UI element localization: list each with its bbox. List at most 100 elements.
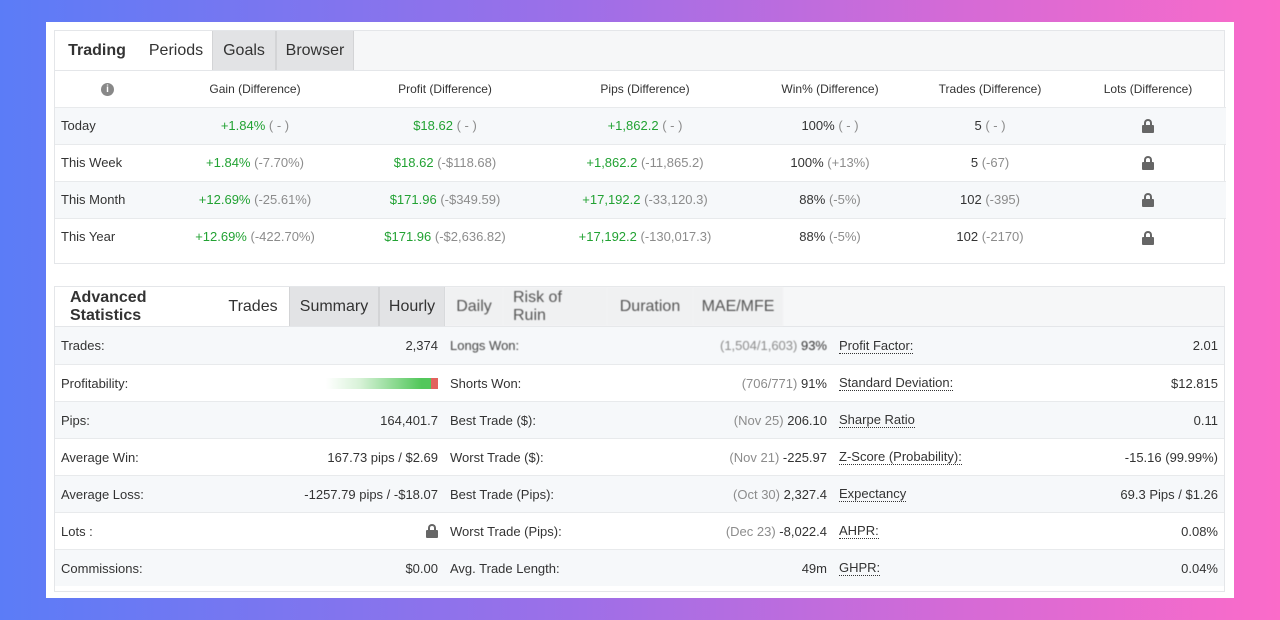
stat-avg-trade-length: Avg. Trade Length: 49m — [444, 549, 833, 586]
pips-diff: (-11,865.2) — [640, 155, 704, 170]
trades-diff: (-67) — [981, 155, 1010, 170]
table-row: This Month +12.69% (-25.61%) $171.96 (-$… — [55, 180, 1226, 218]
tab-mae-mfe[interactable]: MAE/MFE — [693, 287, 783, 326]
periods-table: i Gain (Difference) Profit (Difference) … — [55, 71, 1226, 255]
tab-risk-of-ruin[interactable]: Risk of Ruin — [503, 287, 607, 326]
stat-label-link[interactable]: Z-Score (Probability): — [839, 449, 962, 465]
win-value: 100% — [790, 155, 824, 170]
profit-diff: (-$118.68) — [437, 155, 497, 170]
profit-diff: (-$2,636.82) — [434, 229, 506, 245]
stat-number: 206.10 — [787, 412, 827, 428]
row-label: This Month — [55, 180, 160, 218]
info-header: i — [55, 71, 160, 107]
stat-commissions: Commissions: $0.00 — [55, 549, 444, 586]
stat-label: Best Trade (Pips): — [450, 486, 555, 502]
stat-label-link[interactable]: Profit Factor: — [839, 337, 914, 354]
trades-value: 5 — [970, 155, 979, 170]
stat-average-win: Average Win: 167.73 pips / $2.69 — [55, 438, 444, 475]
gain-value: +12.69% — [198, 192, 251, 207]
trades-cell: 102 (-2170) — [910, 217, 1070, 255]
stat-label: Worst Trade (Pips): — [450, 523, 562, 539]
stat-label: Trades: — [61, 338, 105, 353]
profitability-bar[interactable] — [326, 377, 438, 389]
tab-trades[interactable]: Trades — [217, 287, 289, 326]
stat-value: (Nov 21) -225.97 — [729, 450, 827, 465]
lock-icon[interactable] — [1142, 230, 1154, 245]
stat-expectancy: Expectancy 69.3 Pips / $1.26 — [833, 475, 1224, 512]
profit-cell: $18.62 ( - ) — [350, 106, 540, 144]
stat-value: 49m — [801, 560, 827, 576]
stat-value: 0.08% — [1181, 523, 1218, 539]
tab-browser[interactable]: Browser — [276, 31, 354, 70]
stat-label-link[interactable]: AHPR: — [839, 523, 879, 539]
trades-diff: ( - ) — [985, 118, 1006, 133]
stat-sharpe-ratio: Sharpe Ratio 0.11 — [833, 401, 1224, 438]
stat-lots: Lots : — [55, 512, 444, 549]
stat-number: 2,327.4 — [783, 486, 827, 502]
stat-paren: (Oct 30) — [733, 486, 780, 502]
gain-cell: +1.84% ( - ) — [160, 106, 350, 144]
tab-trading[interactable]: Trading — [55, 31, 140, 70]
stat-value: 0.04% — [1181, 560, 1218, 576]
stat-longs-won: Longs Won: (1,504/1,603) 93% — [444, 327, 833, 364]
stat-label-link[interactable]: Standard Deviation: — [839, 375, 954, 391]
stat-label-link[interactable]: Sharpe Ratio — [839, 412, 915, 428]
table-row: This Year +12.69% (-422.70%) $171.96 (-$… — [55, 217, 1226, 255]
header-pips[interactable]: Pips (Difference) — [600, 81, 690, 96]
header-trades[interactable]: Trades (Difference) — [938, 81, 1042, 96]
trades-diff: (-395) — [985, 192, 1020, 207]
stat-best-trade-pips: Best Trade (Pips): (Oct 30) 2,327.4 — [444, 475, 833, 512]
stat-label-link[interactable]: GHPR: — [839, 560, 881, 576]
tab-duration[interactable]: Duration — [607, 287, 693, 326]
gain-cell: +12.69% (-422.70%) — [160, 217, 350, 255]
stat-pips: Pips: 164,401.7 — [55, 401, 444, 438]
table-row: Today +1.84% ( - ) $18.62 ( - ) +1,862.2… — [55, 106, 1226, 144]
table-row: This Week +1.84% (-7.70%) $18.62 (-$118.… — [55, 143, 1226, 181]
stat-ghpr: GHPR: 0.04% — [833, 549, 1224, 586]
win-value: 88% — [799, 229, 826, 245]
lots-cell — [1070, 106, 1226, 144]
profit-cell: $171.96 (-$349.59) — [350, 180, 540, 218]
stat-value: (706/771) 91% — [742, 376, 827, 391]
tab-goals[interactable]: Goals — [212, 31, 276, 70]
tab-summary[interactable]: Summary — [289, 287, 379, 326]
stat-label-link[interactable]: Expectancy — [839, 486, 907, 502]
lock-icon[interactable] — [1142, 119, 1154, 134]
stats-column-1: Trades: 2,374 Profitability: Pips: 164,401… — [55, 327, 444, 586]
header-win[interactable]: Win% (Difference) — [781, 81, 879, 96]
tab-periods[interactable]: Periods — [140, 31, 212, 70]
profitability-bar-loss — [431, 377, 438, 389]
stat-label: Longs Won: — [450, 338, 520, 353]
stat-z-score: Z-Score (Probability): -15.16 (99.99%) — [833, 438, 1224, 475]
stat-shorts-won: Shorts Won: (706/771) 91% — [444, 364, 833, 401]
header-gain[interactable]: Gain (Difference) — [209, 81, 301, 96]
win-diff: (-5%) — [828, 229, 861, 245]
stats-column-3: Profit Factor: 2.01 Standard Deviation: $1… — [833, 327, 1224, 586]
pips-value: +17,192.2 — [582, 192, 641, 207]
stat-paren: (1,504/1,603) — [720, 338, 798, 353]
pips-cell: +17,192.2 (-130,017.3) — [540, 217, 750, 255]
stat-number: -8,022.4 — [779, 523, 827, 539]
stat-standard-deviation: Standard Deviation: $12.815 — [833, 364, 1224, 401]
lock-icon[interactable] — [1142, 193, 1154, 208]
win-diff: ( - ) — [838, 118, 859, 133]
pips-diff: (-33,120.3) — [644, 192, 708, 207]
stat-worst-trade-dollar: Worst Trade ($): (Nov 21) -225.97 — [444, 438, 833, 475]
stats-column-2: Longs Won: (1,504/1,603) 93% Shorts Won: (… — [444, 327, 833, 586]
tab-advanced-statistics[interactable]: Advanced Statistics — [55, 287, 217, 326]
stat-label: Average Loss: — [61, 486, 144, 502]
lock-icon[interactable] — [1142, 156, 1154, 171]
row-label: This Week — [55, 143, 160, 181]
trades-cell: 5 ( - ) — [910, 106, 1070, 144]
tab-daily[interactable]: Daily — [445, 287, 503, 326]
stat-number: 93% — [800, 338, 827, 353]
stat-value: 0.11 — [1193, 412, 1218, 428]
tab-hourly[interactable]: Hourly — [379, 287, 445, 326]
header-profit[interactable]: Profit (Difference) — [398, 81, 492, 96]
gain-cell: +1.84% (-7.70%) — [160, 143, 350, 181]
trades-value: 102 — [956, 229, 979, 245]
lock-icon[interactable] — [426, 524, 438, 538]
header-lots[interactable]: Lots (Difference) — [1103, 81, 1193, 96]
gain-diff: (-7.70%) — [254, 155, 304, 170]
info-icon[interactable]: i — [101, 83, 114, 97]
